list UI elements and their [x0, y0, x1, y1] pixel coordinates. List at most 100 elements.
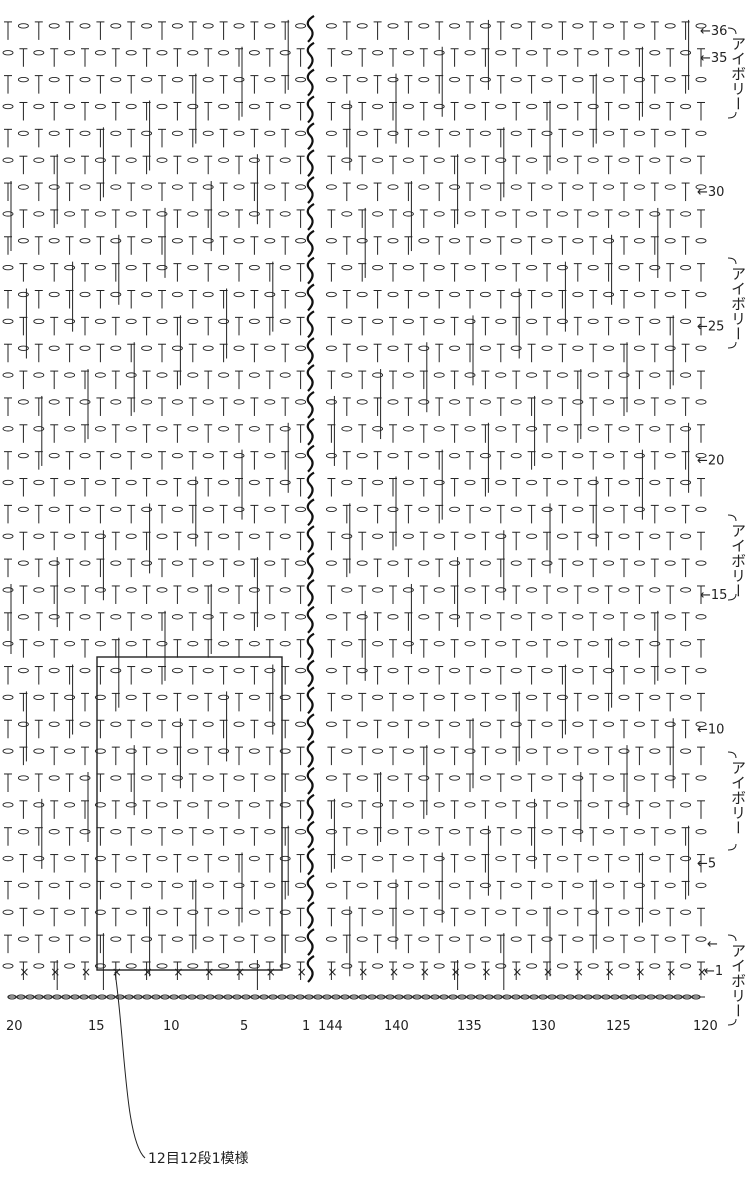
chain: [510, 829, 522, 835]
stitch: ×: [635, 965, 645, 979]
chain: [680, 855, 692, 862]
chain: [2, 264, 14, 271]
caption-leader: [114, 971, 146, 1159]
center-stitch: [306, 229, 315, 258]
chain: [17, 291, 29, 298]
chain: [279, 641, 291, 647]
chain: [64, 802, 76, 808]
chain: [619, 994, 629, 1000]
chain: [556, 855, 568, 862]
chain: [64, 533, 76, 539]
chain: [541, 76, 553, 83]
chain: [680, 802, 692, 808]
chain: [187, 641, 199, 647]
chain: [202, 506, 214, 513]
chain: [603, 560, 615, 566]
chain: [124, 994, 134, 1000]
chain: [682, 994, 692, 1000]
chain: [649, 587, 661, 593]
row-label: ←36: [700, 24, 727, 39]
chain: [110, 345, 122, 351]
chain: [218, 426, 230, 432]
chain: [526, 855, 538, 862]
stitch-label: 1: [302, 1019, 310, 1034]
chain: [233, 238, 245, 244]
chain: [171, 775, 183, 781]
chain: [17, 506, 29, 513]
chain: [433, 533, 445, 539]
chain: [387, 667, 399, 674]
chain: [156, 157, 168, 163]
chain: [572, 721, 584, 727]
chain: [695, 345, 707, 351]
chain: [248, 372, 260, 378]
chain: [618, 533, 630, 539]
chain: [248, 855, 260, 862]
chain: [264, 291, 276, 298]
chain: [372, 587, 384, 593]
center-stitch: [306, 605, 315, 634]
chain: [202, 775, 214, 781]
chain: [587, 211, 599, 217]
chain: [572, 614, 584, 620]
chain: [17, 453, 29, 459]
chain: [202, 829, 214, 835]
chain: [587, 479, 599, 486]
chain: [510, 775, 522, 781]
chain: [264, 184, 276, 190]
chain: [94, 50, 106, 56]
chain: [110, 76, 122, 83]
chain: [603, 667, 615, 674]
chain: [618, 157, 630, 163]
repeat-box: [96, 656, 283, 971]
chain: [618, 479, 630, 486]
color-label: アイボリー: [729, 523, 747, 598]
chain: [264, 775, 276, 781]
chain: [248, 533, 260, 539]
chain: [64, 103, 76, 110]
chain: [556, 802, 568, 808]
chain: [418, 184, 430, 190]
chain: [449, 936, 461, 942]
chain: [156, 264, 168, 271]
chain: [541, 667, 553, 674]
chain: [264, 721, 276, 727]
chain: [48, 721, 60, 727]
chain: [295, 614, 307, 620]
chain: [110, 936, 122, 942]
chain: [202, 238, 214, 244]
chain: [295, 130, 307, 136]
stitch-label: 144: [318, 1019, 343, 1034]
stitch-label: 140: [384, 1019, 409, 1034]
chain: [479, 614, 491, 620]
chain: [48, 560, 60, 566]
chain: [556, 264, 568, 271]
chain: [633, 936, 645, 942]
chain: [372, 641, 384, 647]
center-stitch: [306, 928, 315, 956]
chain: [449, 345, 461, 351]
chain: [2, 157, 14, 163]
chain: [248, 264, 260, 271]
chain: [418, 614, 430, 620]
chain: [248, 587, 260, 593]
chain: [618, 372, 630, 378]
chain: [633, 291, 645, 298]
chain: [356, 882, 368, 889]
chain: [202, 399, 214, 405]
chain: [418, 76, 430, 83]
chain: [125, 426, 137, 432]
chain: [151, 994, 161, 1000]
chain: [79, 721, 91, 727]
chain: [64, 694, 76, 701]
chain: [218, 211, 230, 217]
chain: [171, 184, 183, 190]
stitch-label: 130: [531, 1019, 556, 1034]
chain: [372, 909, 384, 915]
chain: [587, 909, 599, 915]
chain: [649, 533, 661, 539]
chain: [248, 694, 260, 701]
chain: [556, 372, 568, 378]
chain: [418, 506, 430, 513]
